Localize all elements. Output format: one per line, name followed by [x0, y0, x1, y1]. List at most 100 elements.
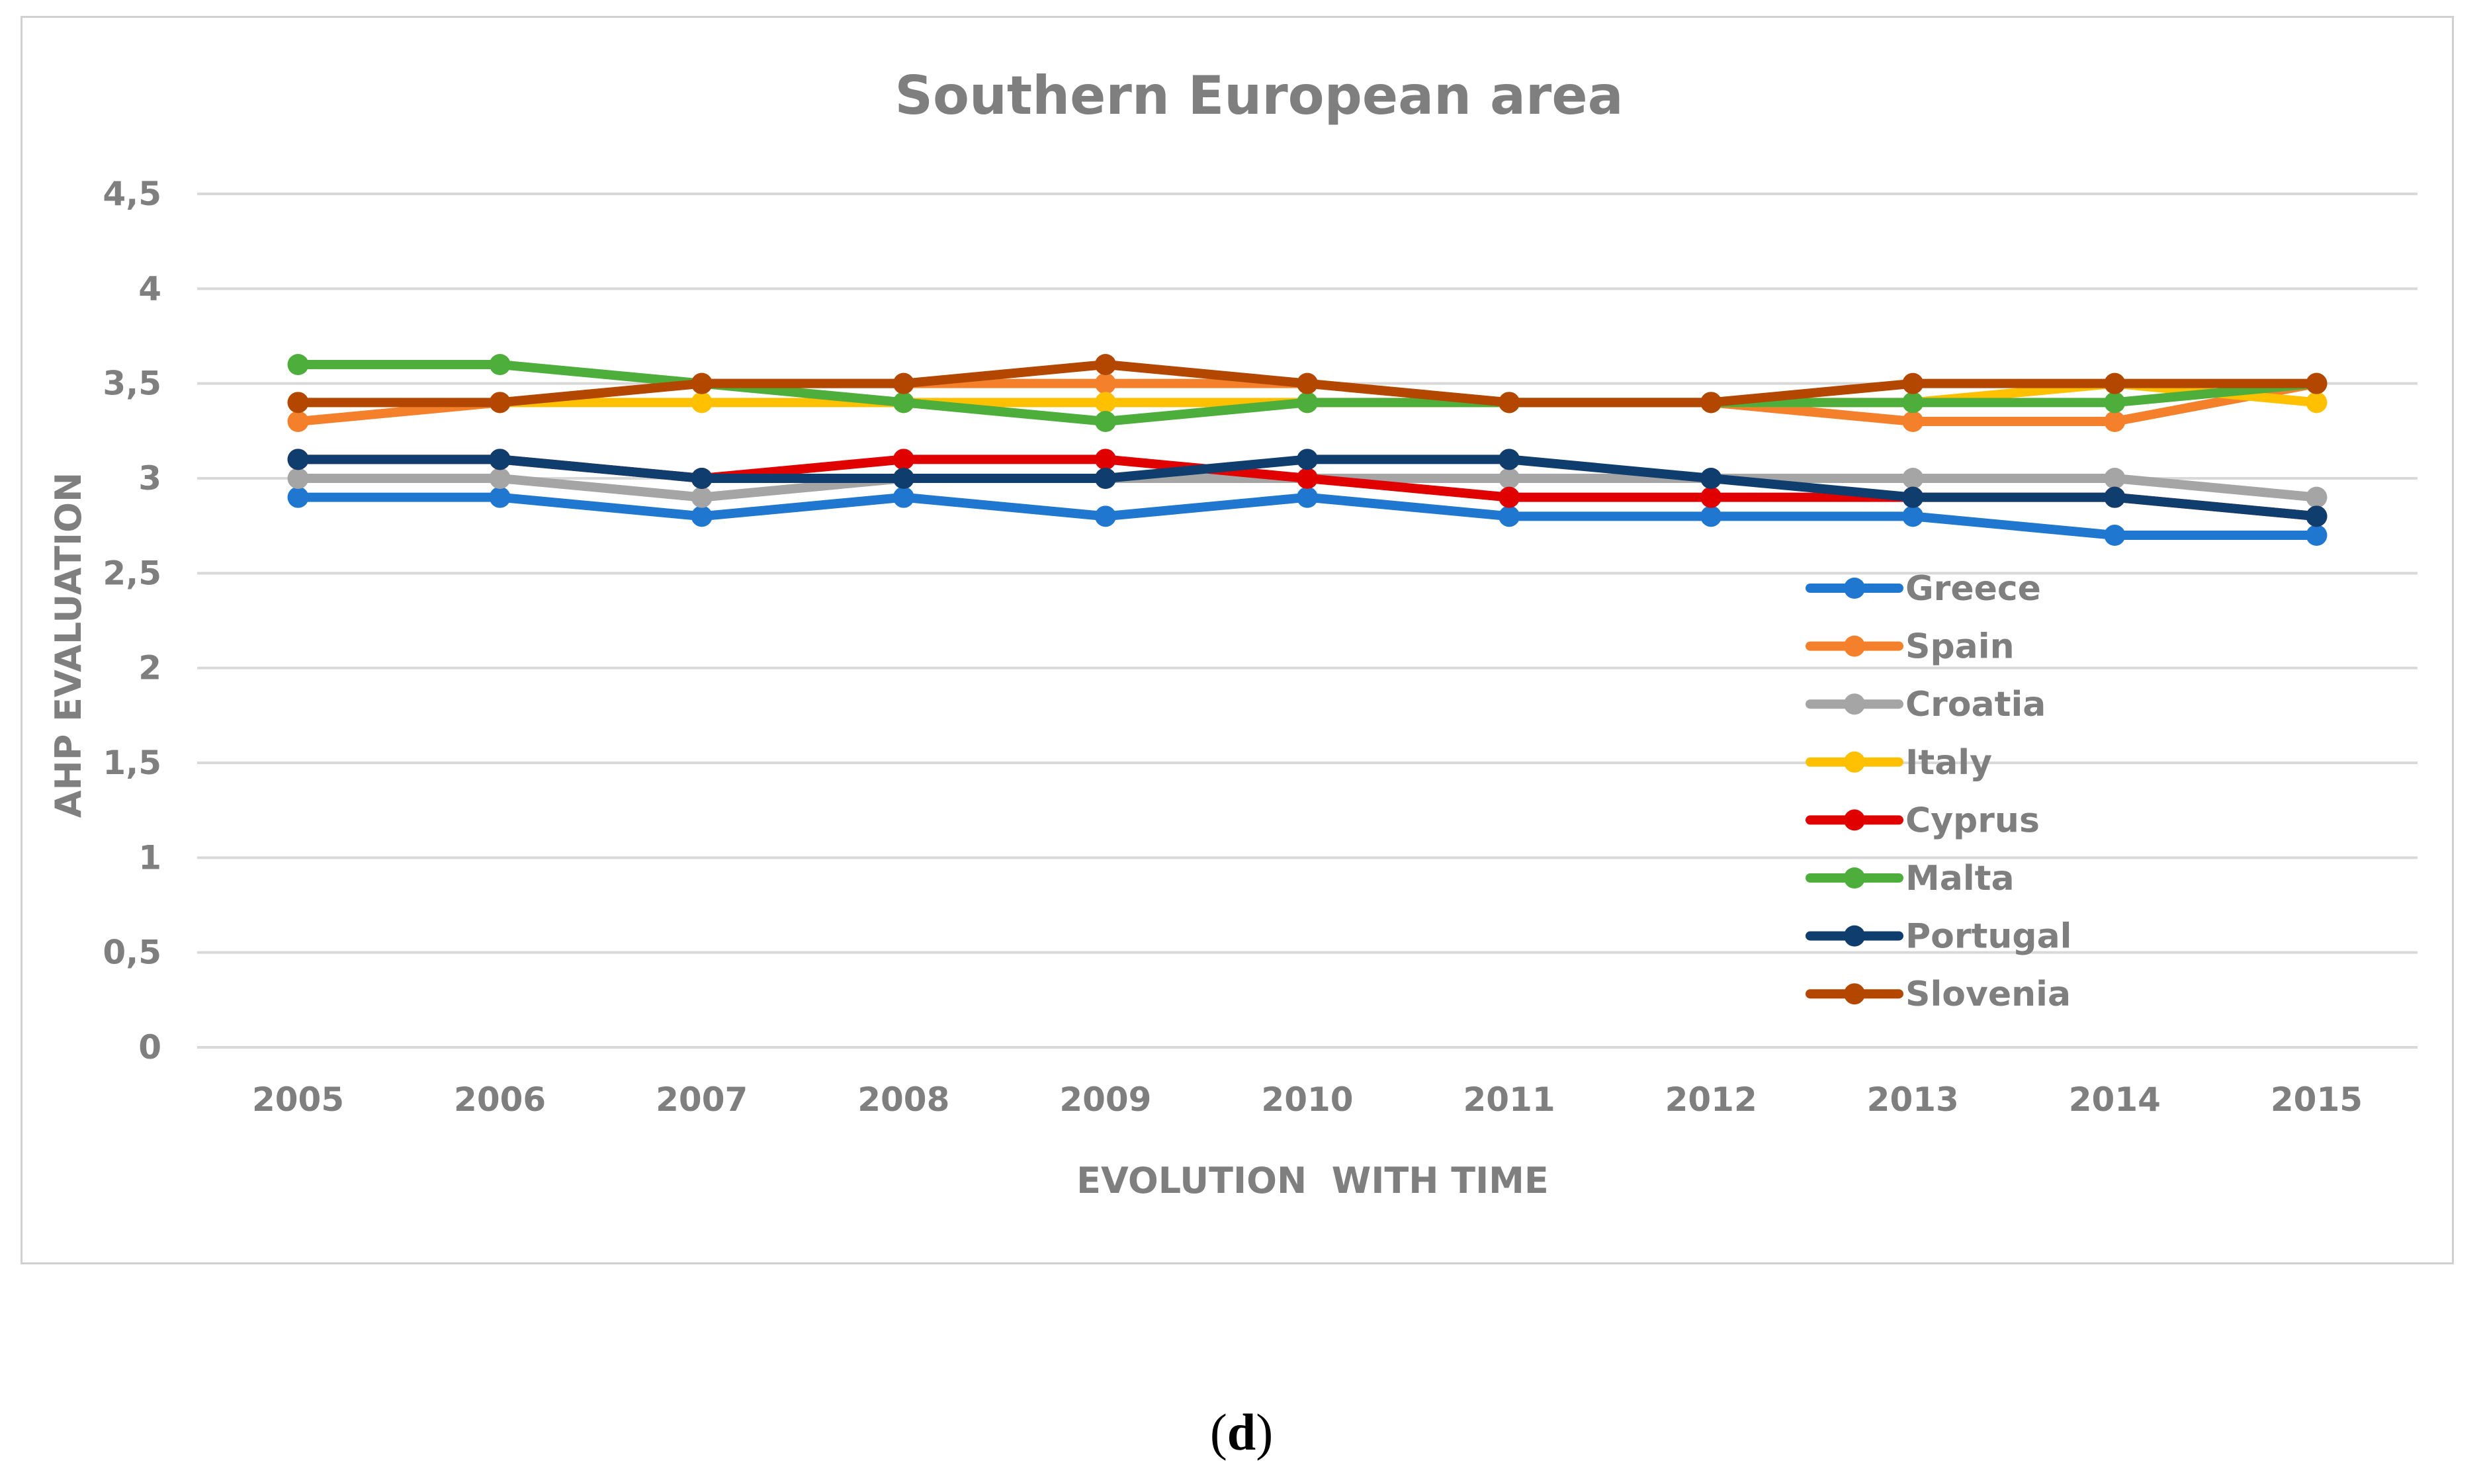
data-point	[489, 392, 511, 414]
data-point	[1902, 392, 1924, 414]
data-point	[1297, 486, 1318, 508]
data-point	[489, 486, 511, 508]
data-point	[1700, 468, 1722, 489]
data-point	[691, 372, 713, 394]
chart-frame: 0 0,5 1 1,5 2 2,5 3 3,5 4 4,5 2005 2006 2007 2008 200…	[21, 16, 2454, 1264]
data-point	[691, 392, 713, 414]
data-point	[2306, 505, 2328, 527]
data-point	[2306, 392, 2328, 414]
data-point	[489, 449, 511, 470]
y-axis-label: AHP EVALUATION	[48, 472, 89, 818]
legend-swatch-marker	[1844, 578, 1865, 599]
legend-item-malta: Malta	[1806, 859, 2015, 898]
data-point	[2104, 392, 2126, 414]
data-point	[1094, 411, 1116, 432]
data-point	[1902, 486, 1924, 508]
data-point	[1094, 449, 1116, 470]
data-point	[1499, 392, 1520, 414]
data-point	[1094, 354, 1116, 375]
y-tick-label: 2	[138, 649, 161, 687]
data-point	[489, 468, 511, 489]
x-tick-label: 2006	[454, 1080, 546, 1119]
data-point	[1700, 486, 1722, 508]
legend-item-greece: Greece	[1806, 569, 2041, 609]
data-point	[691, 486, 713, 508]
data-point	[1297, 372, 1318, 394]
data-point	[2104, 525, 2126, 546]
data-point	[1094, 372, 1116, 394]
data-point	[287, 486, 309, 508]
y-tick-label: 0	[138, 1028, 161, 1067]
legend-label: Slovenia	[1905, 975, 2071, 1014]
legend-label: Portugal	[1905, 917, 2072, 957]
data-point	[287, 354, 309, 375]
data-point	[893, 372, 914, 394]
data-point	[287, 468, 309, 489]
grid-lines	[197, 193, 2418, 1049]
legend-swatch-marker	[1844, 751, 1865, 773]
legend-label: Croatia	[1905, 685, 2046, 724]
legend: Greece Spain Croatia Italy Cyprus Malta Portug…	[1806, 569, 2072, 1014]
legend-label: Malta	[1905, 859, 2015, 898]
data-point	[2306, 525, 2328, 546]
series-greece	[287, 486, 2328, 546]
data-point	[2306, 486, 2328, 508]
legend-swatch-marker	[1844, 635, 1865, 657]
figure-caption: (d)	[0, 1403, 2483, 1462]
x-tick-label: 2015	[2271, 1080, 2363, 1119]
legend-item-italy: Italy	[1806, 743, 1992, 783]
data-point	[1902, 468, 1924, 489]
data-point	[2104, 468, 2126, 489]
x-tick-label: 2008	[857, 1080, 949, 1119]
data-point	[1094, 468, 1116, 489]
legend-item-portugal: Portugal	[1806, 917, 2072, 957]
legend-swatch-marker	[1844, 867, 1865, 889]
data-point	[2104, 486, 2126, 508]
series-portugal	[287, 449, 2328, 527]
data-point	[287, 411, 309, 432]
legend-swatch-marker	[1844, 983, 1865, 1005]
legend-swatch-marker	[1844, 693, 1865, 715]
y-tick-labels: 0 0,5 1 1,5 2 2,5 3 3,5 4 4,5	[103, 175, 161, 1067]
data-point	[893, 486, 914, 508]
data-point	[893, 392, 914, 414]
data-point	[1297, 449, 1318, 470]
legend-label: Greece	[1905, 569, 2041, 609]
legend-item-slovenia: Slovenia	[1806, 975, 2071, 1014]
chart-title: Southern European area	[894, 65, 1623, 126]
y-tick-label: 1	[138, 838, 161, 877]
x-tick-label: 2010	[1261, 1080, 1353, 1119]
y-tick-label: 0,5	[103, 934, 161, 972]
y-tick-label: 4,5	[103, 175, 161, 213]
data-point	[1499, 505, 1520, 527]
data-point	[1902, 372, 1924, 394]
x-tick-label: 2007	[656, 1080, 748, 1119]
data-point	[1902, 411, 1924, 432]
line-chart: 00,511,522,533,544,5 2005 2006 2007 2008 200…	[48, 65, 2418, 1201]
x-tick-label: 2013	[1867, 1080, 1959, 1119]
data-point	[893, 449, 914, 470]
caption-open-paren: (	[1209, 1403, 1227, 1461]
x-tick-label: 2005	[252, 1080, 344, 1119]
y-tick-label: 3	[138, 459, 161, 498]
data-point	[2306, 372, 2328, 394]
y-tick-label: 4	[138, 269, 161, 308]
legend-label: Cyprus	[1905, 801, 2040, 840]
data-point	[287, 392, 309, 414]
data-point	[1902, 505, 1924, 527]
legend-label: Spain	[1905, 627, 2015, 667]
data-point	[1297, 392, 1318, 414]
data-point	[691, 468, 713, 489]
data-point	[1297, 468, 1318, 489]
data-point	[1700, 505, 1722, 527]
caption-close-paren: )	[1256, 1403, 1274, 1461]
data-point	[691, 505, 713, 527]
data-point	[1499, 486, 1520, 508]
x-axis-label: EVOLUTION WITH TIME	[1076, 1160, 1549, 1201]
data-point	[2104, 372, 2126, 394]
data-point	[1094, 505, 1116, 527]
x-tick-label: 2011	[1463, 1080, 1555, 1119]
legend-item-cyprus: Cyprus	[1806, 801, 2040, 840]
data-point	[1499, 449, 1520, 470]
series-lines	[287, 354, 2328, 546]
